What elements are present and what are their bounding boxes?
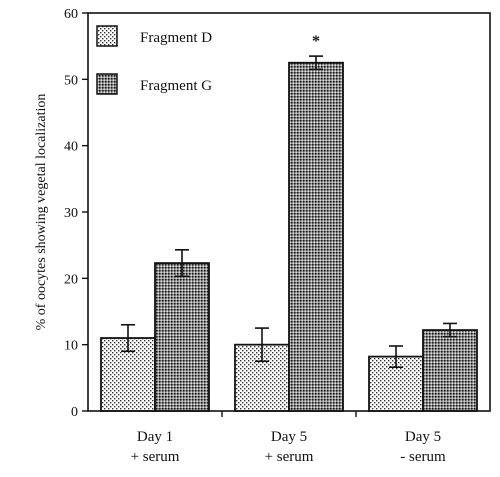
x-axis: Day 1 + serum Day 5 + serum Day 5 - serum — [131, 411, 446, 465]
x-tick-label-0-line2: + serum — [131, 449, 180, 465]
y-axis: 0 10 20 30 40 50 60 — [64, 7, 88, 420]
x-tick-label-2-line2: - serum — [400, 449, 446, 465]
error-bars — [121, 55, 457, 369]
legend-swatch-fragment-g — [96, 73, 118, 95]
x-tick-label-2-line1: Day 5 — [405, 429, 441, 445]
bars — [100, 61, 478, 412]
legend: Fragment D Fragment G — [96, 25, 212, 95]
bar-fragment-g-cat-1 — [288, 61, 344, 412]
y-tick-label-10: 10 — [64, 339, 78, 354]
significance-marker-0: * — [312, 33, 320, 50]
x-tick-label-1-line2: + serum — [265, 449, 314, 465]
y-tick-label-50: 50 — [64, 73, 78, 88]
y-tick-label-20: 20 — [64, 272, 78, 287]
annotations: * — [312, 33, 320, 50]
bar-fragment-g-cat-2 — [422, 329, 478, 412]
legend-label-fragment-g: Fragment G — [140, 78, 212, 94]
legend-swatch-fragment-d — [96, 25, 118, 47]
y-tick-label-0: 0 — [71, 405, 78, 420]
y-tick-label-30: 30 — [64, 206, 78, 221]
legend-label-fragment-d: Fragment D — [140, 30, 212, 46]
bar-fragment-g-cat-0 — [154, 262, 210, 412]
y-tick-label-60: 60 — [64, 7, 78, 22]
x-tick-label-1-line1: Day 5 — [271, 429, 307, 445]
y-tick-label-40: 40 — [64, 140, 78, 155]
x-tick-label-0-line1: Day 1 — [137, 429, 173, 445]
y-axis-label: % of oocytes showing vegetal localizatio… — [34, 94, 49, 331]
